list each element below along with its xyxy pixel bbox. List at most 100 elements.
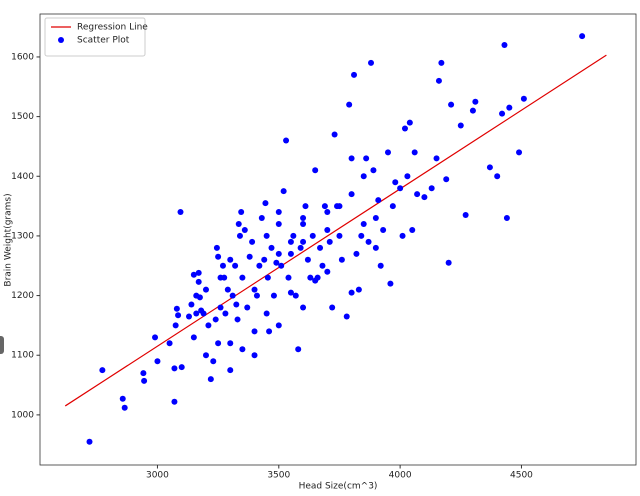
scatter-point [278,262,285,269]
scatter-point [409,226,416,233]
legend-label: Regression Line [77,23,148,33]
scatter-point [236,232,243,239]
scatter-point [238,209,245,216]
scatter-point [171,365,178,372]
scatter-point [275,250,282,257]
scatter-point [261,256,268,263]
scatter-point [173,305,180,312]
scatter-point [300,304,307,311]
regression-line [64,54,607,407]
scatter-point [457,122,464,129]
scatter-point [266,328,273,335]
scatter-point [178,364,185,371]
scatter-point [469,107,476,114]
scatter-point [229,292,236,299]
scatter-point [372,215,379,222]
scatter-point [193,310,200,317]
legend-marker [58,37,64,43]
scatter-point [300,238,307,245]
scatter-point [207,376,214,383]
scatter-point [270,292,277,299]
scatter-point [200,310,207,317]
scatter-point [275,322,282,329]
scatter-point [202,286,209,293]
scatter-point [195,269,202,276]
scatter-point [264,274,271,281]
scatter-point [140,370,147,377]
scatter-point [331,131,338,138]
scatter-point [275,209,282,216]
scatter-point [86,438,93,445]
scatter-point [287,238,294,245]
scatter-point [232,262,239,269]
scatter-point [251,286,258,293]
scatter-point [360,173,367,180]
scatter-point [307,274,314,281]
plot-frame [39,13,637,466]
scatter-point [210,358,217,365]
scatter-point [154,358,161,365]
scatter-point [321,203,328,210]
scatter-point [175,312,182,319]
scatter-point [370,167,377,174]
scatter-point [253,292,260,299]
scatter-point [235,220,242,227]
scatter-point [239,346,246,353]
scatter-point [319,262,326,269]
scatter-point [368,59,375,66]
scatter-point [171,398,178,405]
scatter-point [358,232,365,239]
scatter-point [290,232,297,239]
y-tick-label: 1600 [11,52,34,62]
scatter-point [195,278,202,285]
scatter-point [141,377,148,384]
x-tick-label: 3000 [146,471,169,481]
scatter-point [392,179,399,186]
scatter-point [249,238,256,245]
scatter-point [177,209,184,216]
scatter-point [297,244,304,251]
scatter-point [324,209,331,216]
scatter-point [233,301,240,308]
scatter-point [268,244,275,251]
x-tick-label: 4000 [389,471,412,481]
scatter-point [312,277,319,284]
scatter-point [404,173,411,180]
scatter-point [520,95,527,102]
y-tick-label: 1100 [11,351,34,361]
scatter-point [363,155,370,162]
scatter-point [217,304,224,311]
legend-label: Scatter Plot [77,36,130,46]
scatter-point [212,316,219,323]
scatter-point [377,262,384,269]
side-tab[interactable] [0,336,4,354]
scatter-point [227,340,234,347]
scatter-point [283,137,290,144]
scatter-point [285,274,292,281]
scatter-point [244,304,251,311]
scatter-point [262,200,269,207]
scatter-point [462,212,469,219]
scatter-point [397,185,404,192]
scatter-point [428,185,435,192]
scatter-point [494,173,501,180]
scatter-point [302,203,309,210]
scatter-point [406,119,413,126]
scatter-point [292,292,299,299]
scatter-point [399,232,406,239]
scatter-point [516,149,523,156]
scatter-point [246,253,253,260]
scatter-point [326,238,333,245]
scatter-point [239,274,246,281]
scatter-point [234,316,241,323]
scatter-point [188,301,195,308]
scatter-point [215,340,222,347]
scatter-point [365,238,372,245]
scatter-point [213,244,220,251]
scatter-point [196,294,203,301]
scatter-point [312,167,319,174]
scatter-point [401,125,408,132]
scatter-point [472,98,479,105]
scatter-point [224,286,231,293]
